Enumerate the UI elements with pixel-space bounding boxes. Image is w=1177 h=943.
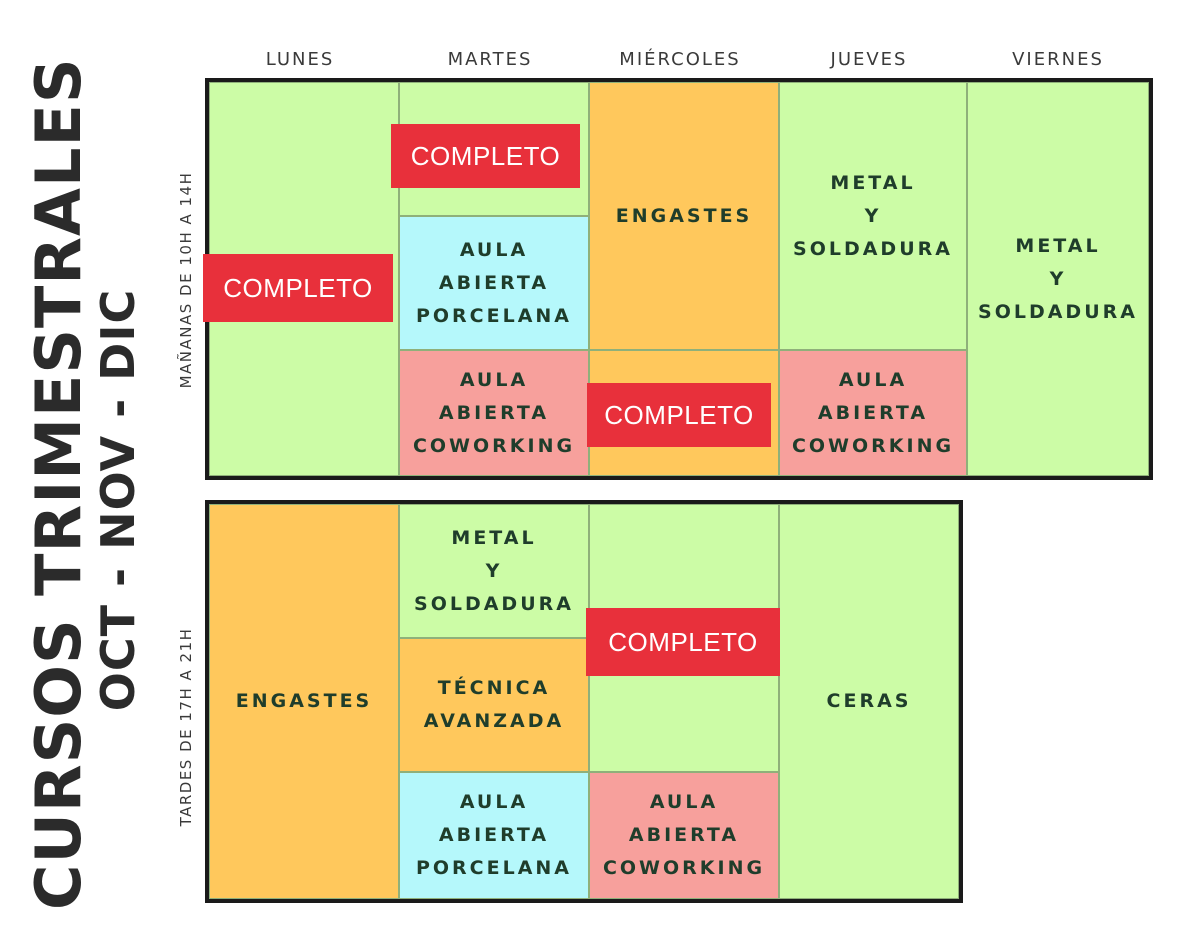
completo-badge: COMPLETO	[587, 383, 771, 447]
title-line-courses: CURSOS TRIMESTRALES	[22, 57, 95, 910]
morning-label: MAÑANAS DE 10H A 14H	[177, 171, 195, 389]
completo-badge: COMPLETO	[586, 608, 780, 676]
page-title: CURSOS TRIMESTRALES OCT - NOV - DIC	[22, 57, 145, 910]
title-line-months: OCT - NOV - DIC	[91, 288, 145, 712]
afternoon-tuesday-metal-cell: METAL Y SOLDADURA	[399, 504, 589, 638]
afternoon-schedule: ENGASTES METAL Y SOLDADURA TÉCNICA AVANZ…	[205, 500, 963, 903]
afternoon-wednesday-coworking-cell: AULA ABIERTA COWORKING	[589, 772, 779, 899]
day-friday: VIERNES	[1012, 49, 1104, 70]
afternoon-thursday-ceras-cell: CERAS	[779, 504, 959, 899]
afternoon-monday-engastes-cell: ENGASTES	[209, 504, 399, 899]
day-thursday: JUEVES	[830, 49, 908, 70]
morning-wednesday-engastes-cell: ENGASTES	[589, 82, 779, 350]
afternoon-tuesday-tecnica-cell: TÉCNICA AVANZADA	[399, 638, 589, 772]
afternoon-label: TARDES DE 17H A 21H	[177, 627, 195, 827]
title-area: CURSOS TRIMESTRALES OCT - NOV - DIC	[0, 0, 170, 943]
completo-badge: COMPLETO	[391, 124, 580, 188]
morning-tuesday-coworking-cell: AULA ABIERTA COWORKING	[399, 350, 589, 476]
afternoon-tuesday-porcelana-cell: AULA ABIERTA PORCELANA	[399, 772, 589, 899]
morning-thursday-metal-cell: METAL Y SOLDADURA	[779, 82, 967, 350]
day-monday: LUNES	[265, 49, 335, 70]
morning-thursday-coworking-cell: AULA ABIERTA COWORKING	[779, 350, 967, 476]
morning-friday-metal-cell: METAL Y SOLDADURA	[967, 82, 1149, 476]
day-tuesday: MARTES	[447, 49, 533, 70]
morning-tuesday-porcelana-cell: AULA ABIERTA PORCELANA	[399, 216, 589, 350]
day-wednesday: MIÉRCOLES	[619, 49, 741, 70]
completo-badge: COMPLETO	[203, 254, 393, 322]
